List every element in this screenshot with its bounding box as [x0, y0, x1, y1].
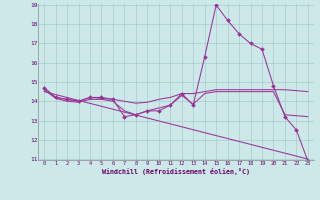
X-axis label: Windchill (Refroidissement éolien,°C): Windchill (Refroidissement éolien,°C) [102, 168, 250, 175]
